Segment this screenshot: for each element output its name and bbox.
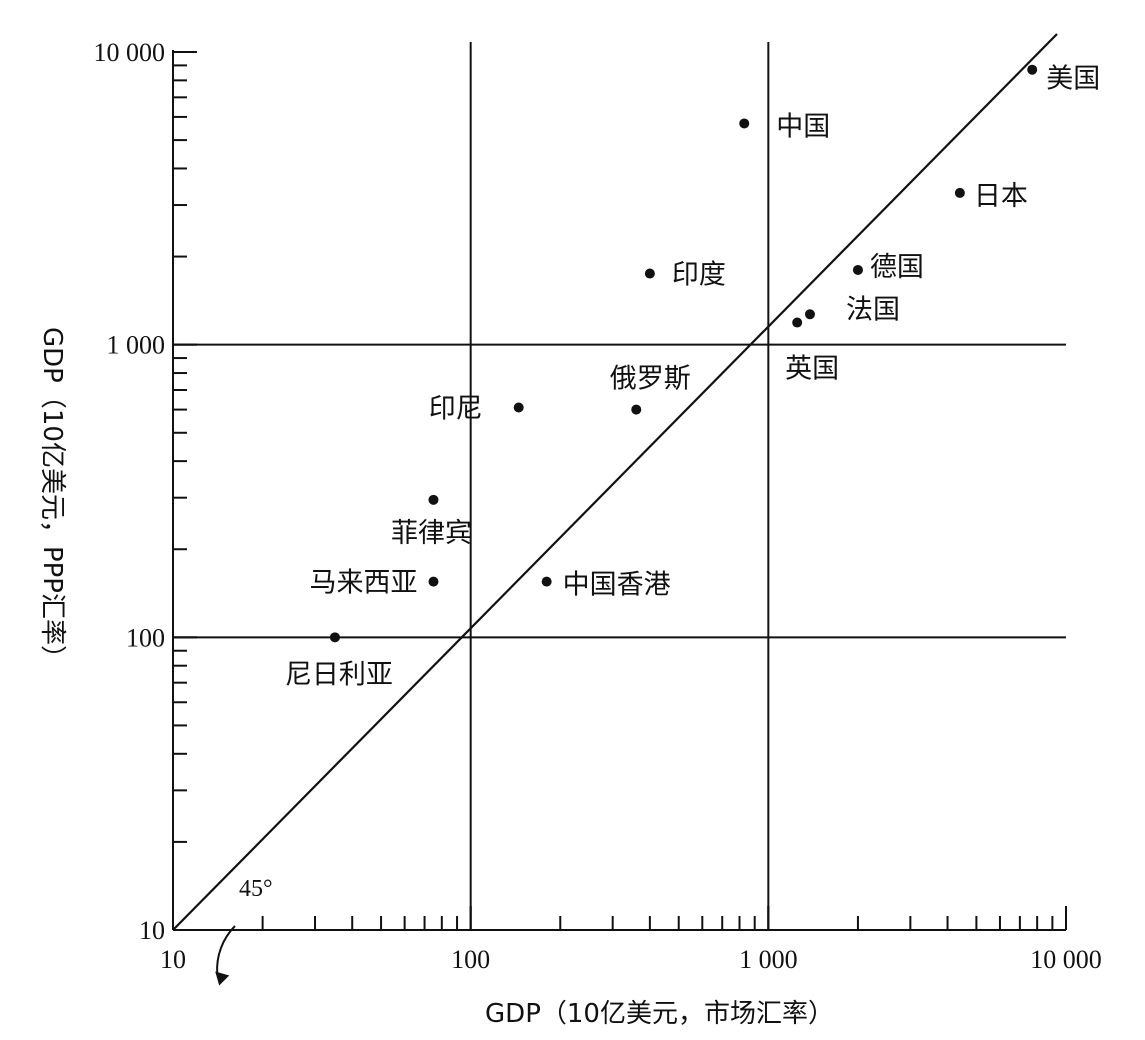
y-tick-label: 1 000	[107, 331, 166, 360]
point-法国	[804, 309, 815, 320]
point-德国	[852, 264, 863, 275]
point-日本	[954, 187, 965, 198]
point-label: 中国香港	[563, 570, 671, 601]
point-美国	[1027, 64, 1038, 75]
angle-arrow	[215, 971, 230, 986]
point-label: 印尼	[429, 393, 483, 424]
point-label: 马来西亚	[309, 568, 417, 599]
angle-arc	[216, 925, 236, 974]
point-label: 德国	[870, 252, 924, 283]
point-尼日利亚	[329, 632, 340, 643]
y-tick-label: 10	[139, 916, 165, 945]
x-tick-label: 100	[451, 945, 490, 974]
x-tick-label: 10	[160, 945, 186, 974]
point-label: 印度	[672, 260, 726, 291]
point-中国香港	[541, 576, 552, 587]
y-tick-label: 10 000	[94, 38, 166, 67]
point-label: 美国	[1046, 64, 1100, 95]
point-俄罗斯	[631, 404, 642, 415]
point-菲律宾	[428, 494, 439, 505]
tick-labels: 10 100 1 000 10 000 10 100 1 000 10 000	[94, 38, 1102, 974]
minor-ticks	[172, 51, 1067, 931]
point-label: 尼日利亚	[285, 659, 393, 690]
x-tick-label: 1 000	[739, 945, 798, 974]
point-label: 中国	[776, 111, 830, 142]
y-axis-title: GDP（10亿美元，PPP汇率）	[37, 327, 67, 671]
point-label: 菲律宾	[391, 518, 472, 549]
angle-label: 45°	[239, 876, 273, 902]
point-中国	[739, 118, 750, 129]
point-label: 日本	[974, 181, 1028, 212]
point-印尼	[513, 402, 524, 413]
point-label: 法国	[846, 294, 900, 325]
point-英国	[792, 317, 803, 328]
point-印度	[644, 268, 655, 279]
x-tick-label: 10 000	[1030, 945, 1102, 974]
point-label: 英国	[785, 354, 839, 385]
x-axis-title: GDP（10亿美元，市场汇率）	[485, 999, 834, 1029]
point-马来西亚	[428, 576, 439, 587]
reference-lines	[173, 42, 1066, 930]
point-label: 俄罗斯	[610, 364, 691, 395]
diagonal-45-line	[172, 33, 1058, 931]
y-tick-label: 100	[126, 623, 165, 652]
